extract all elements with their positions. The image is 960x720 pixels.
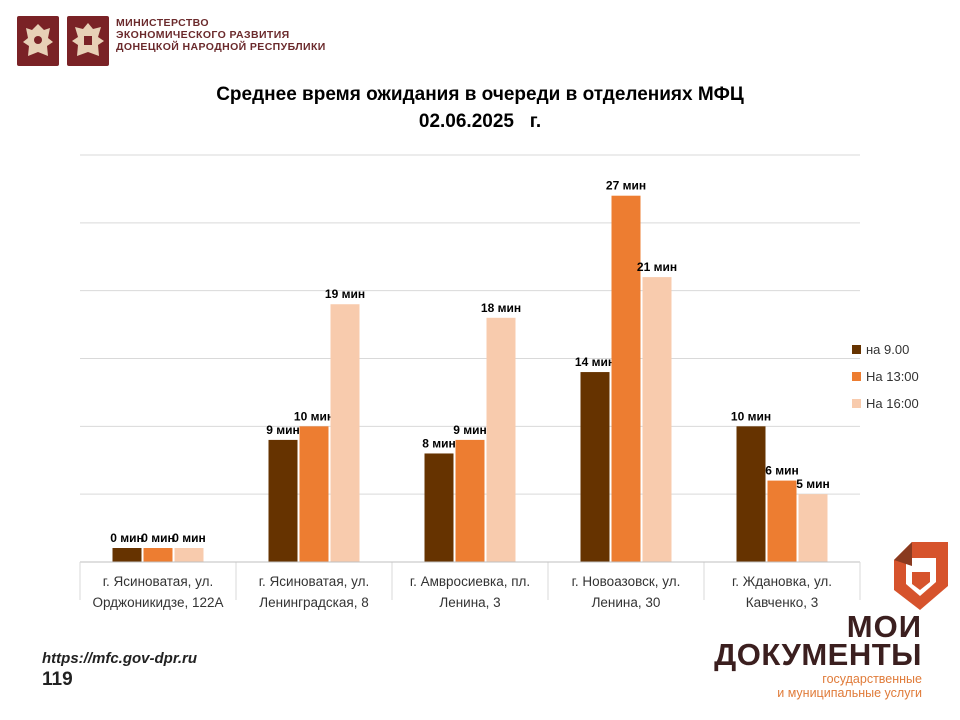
website-url[interactable]: https://mfc.gov-dpr.ru: [42, 650, 197, 667]
data-label: 10 мин: [294, 409, 334, 423]
bar: [580, 372, 610, 562]
moi-dokumenty-logo-icon: [894, 542, 948, 610]
bar: [611, 195, 641, 562]
data-label: 0 мин: [172, 531, 206, 545]
category-label: г. Ждановка, ул.: [732, 574, 832, 589]
bar: [642, 277, 672, 562]
bar: [798, 494, 828, 562]
data-label: 10 мин: [731, 409, 771, 423]
bar: [174, 548, 204, 562]
data-label: 21 мин: [637, 260, 677, 274]
brand-tagline-line-2: и муниципальные услуги: [777, 686, 922, 700]
data-label: 18 мин: [481, 301, 521, 315]
bar: [330, 304, 360, 562]
page-number: 119: [42, 669, 73, 690]
bar: [299, 426, 329, 562]
legend-swatch: [852, 372, 861, 381]
category-label: Ленина, 30: [592, 595, 661, 610]
coat-of-arms-russia-icon: [17, 16, 59, 66]
data-label: 9 мин: [453, 423, 487, 437]
legend-swatch: [852, 345, 861, 354]
category-label: г. Амвросиевка, пл.: [410, 574, 530, 589]
legend-label: На 16:00: [866, 396, 919, 411]
data-label: 14 мин: [575, 355, 615, 369]
data-label: 5 мин: [796, 477, 830, 491]
legend-label: На 13:00: [866, 369, 919, 384]
data-label: 6 мин: [765, 464, 799, 478]
data-label: 8 мин: [422, 436, 456, 450]
chart-title: Среднее время ожидания в очереди в отдел…: [216, 84, 744, 105]
bar: [112, 548, 142, 562]
category-label: Ленинградская, 8: [259, 595, 368, 610]
category-label: г. Ясиноватая, ул.: [103, 574, 213, 589]
data-label: 0 мин: [141, 531, 175, 545]
data-label: 19 мин: [325, 287, 365, 301]
ministry-line-1: МИНИСТЕРСТВО: [116, 17, 209, 29]
brand-name-line-1: МОИ: [846, 609, 922, 644]
ministry-line-3: ДОНЕЦКОЙ НАРОДНОЙ РЕСПУБЛИКИ: [116, 41, 326, 53]
chart-subtitle: 02.06.2025 г.: [418, 111, 542, 132]
category-label: Орджоникидзе, 122А: [92, 595, 223, 610]
coat-of-arms-dpr-icon: [67, 16, 109, 66]
bar: [736, 426, 766, 562]
data-label: 27 мин: [606, 179, 646, 193]
bar: [143, 548, 173, 562]
bar: [424, 453, 454, 562]
bar: [268, 439, 298, 562]
brand-tagline-line-1: государственные: [822, 672, 922, 686]
bar: [455, 439, 485, 562]
category-label: Кавченко, 3: [746, 595, 819, 610]
ministry-name: МИНИСТЕРСТВО ЭКОНОМИЧЕСКОГО РАЗВИТИЯ ДОН…: [116, 17, 326, 53]
data-label: 9 мин: [266, 423, 300, 437]
bar: [486, 317, 516, 562]
category-label: г. Новоазовск, ул.: [572, 574, 681, 589]
brand-name-line-2: ДОКУМЕНТЫ: [714, 637, 922, 672]
category-label: Ленина, 3: [439, 595, 500, 610]
legend-swatch: [852, 399, 861, 408]
legend-label: на 9.00: [866, 342, 910, 357]
bar: [767, 480, 797, 562]
category-label: г. Ясиноватая, ул.: [259, 574, 369, 589]
ministry-line-2: ЭКОНОМИЧЕСКОГО РАЗВИТИЯ: [116, 29, 290, 41]
data-label: 0 мин: [110, 531, 144, 545]
